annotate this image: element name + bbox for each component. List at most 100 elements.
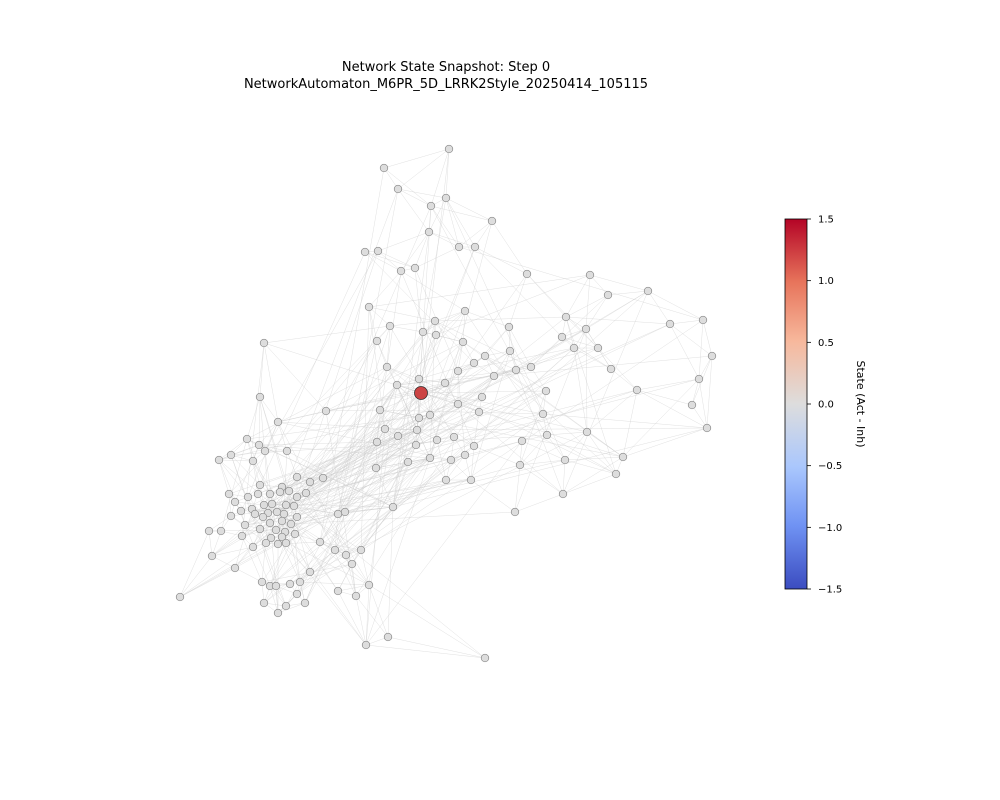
network-edge bbox=[420, 148, 450, 394]
network-edge bbox=[269, 461, 409, 587]
network-edge bbox=[375, 457, 431, 469]
network-edge bbox=[377, 250, 416, 269]
network-node bbox=[449, 432, 459, 442]
network-node bbox=[261, 538, 271, 548]
network-edge bbox=[263, 457, 431, 604]
network-edge bbox=[230, 454, 261, 486]
network-edge bbox=[337, 429, 418, 515]
network-node bbox=[593, 343, 603, 353]
network-edge bbox=[269, 384, 398, 587]
network-node bbox=[318, 473, 328, 483]
network-node bbox=[510, 507, 520, 517]
network-edge bbox=[484, 355, 517, 371]
network-edge bbox=[565, 316, 599, 349]
network-node bbox=[271, 525, 281, 535]
network-edge bbox=[428, 197, 447, 233]
network-edge bbox=[230, 450, 288, 456]
network-edge bbox=[386, 325, 391, 368]
network-edge bbox=[299, 581, 370, 586]
network-edge bbox=[290, 511, 516, 525]
network-edge bbox=[304, 441, 378, 604]
network-node bbox=[236, 506, 246, 516]
network-edge bbox=[247, 421, 279, 498]
network-edge bbox=[418, 378, 617, 475]
network-node bbox=[412, 425, 422, 435]
network-node bbox=[561, 312, 571, 322]
network-node bbox=[469, 441, 479, 451]
colorbar-tick-label: −0.5 bbox=[818, 461, 842, 472]
network-edge bbox=[519, 464, 564, 495]
network-node bbox=[410, 263, 420, 273]
network-node bbox=[242, 434, 252, 444]
network-edge bbox=[246, 438, 394, 508]
network-edge bbox=[464, 310, 510, 328]
network-edge bbox=[445, 197, 493, 222]
network-edge bbox=[647, 290, 704, 321]
network-edge bbox=[246, 438, 278, 513]
network-edge bbox=[416, 429, 431, 459]
network-edge bbox=[376, 340, 388, 368]
network-node bbox=[272, 507, 282, 517]
network-edge bbox=[264, 250, 379, 452]
network-edge bbox=[286, 450, 394, 508]
network-node bbox=[292, 589, 302, 599]
network-node bbox=[505, 346, 515, 356]
network-edge bbox=[277, 457, 431, 614]
network-edge bbox=[392, 427, 708, 508]
network-edge bbox=[275, 396, 483, 531]
network-node bbox=[393, 184, 403, 194]
colorbar-ticks: 1.5 1.0 0.5 0.0 −0.5 −1.0 −1.5 bbox=[807, 215, 842, 596]
network-node bbox=[330, 545, 340, 555]
network-node bbox=[542, 430, 552, 440]
network-edge bbox=[573, 347, 588, 433]
network-edge bbox=[470, 445, 475, 481]
network-edge bbox=[254, 411, 480, 515]
network-edge bbox=[514, 328, 587, 513]
network-edge bbox=[368, 584, 389, 638]
network-node bbox=[515, 460, 525, 470]
network-node bbox=[289, 501, 299, 511]
network-edge bbox=[702, 319, 713, 357]
network-edge bbox=[597, 347, 638, 391]
network-edge bbox=[691, 404, 708, 429]
network-edge bbox=[457, 370, 466, 456]
network-edge bbox=[418, 378, 446, 384]
network-node bbox=[702, 423, 712, 433]
network-edge bbox=[257, 417, 420, 495]
network-node bbox=[603, 290, 613, 300]
network-node bbox=[364, 580, 374, 590]
network-edge bbox=[355, 595, 389, 638]
network-edge bbox=[277, 602, 306, 614]
network-node bbox=[392, 380, 402, 390]
network-node bbox=[292, 512, 302, 522]
network-node bbox=[611, 469, 621, 479]
network-edge bbox=[698, 319, 704, 380]
network-edge bbox=[319, 513, 339, 543]
network-edge bbox=[277, 421, 418, 431]
network-edge bbox=[589, 274, 649, 292]
network-edge bbox=[428, 231, 476, 248]
network-edge bbox=[246, 396, 261, 440]
network-edge bbox=[474, 246, 563, 338]
network-edge bbox=[304, 384, 398, 604]
network-edge bbox=[698, 378, 708, 429]
network-edge bbox=[484, 355, 624, 458]
network-edge bbox=[458, 246, 704, 321]
network-node bbox=[541, 386, 551, 396]
network-node bbox=[237, 531, 247, 541]
network-node bbox=[341, 550, 351, 560]
network-edge bbox=[337, 384, 398, 515]
network-edge bbox=[397, 188, 432, 207]
network-edge bbox=[263, 342, 279, 423]
network-edge bbox=[474, 246, 528, 275]
network-edge bbox=[420, 392, 588, 433]
network-edge bbox=[565, 316, 575, 349]
network-node bbox=[258, 512, 268, 522]
network-edge bbox=[387, 506, 394, 638]
network-node bbox=[643, 286, 653, 296]
network-edge bbox=[355, 595, 367, 646]
network-edge bbox=[474, 220, 493, 248]
network-edge bbox=[276, 188, 399, 513]
network-node bbox=[271, 581, 281, 591]
network-node bbox=[504, 322, 514, 332]
